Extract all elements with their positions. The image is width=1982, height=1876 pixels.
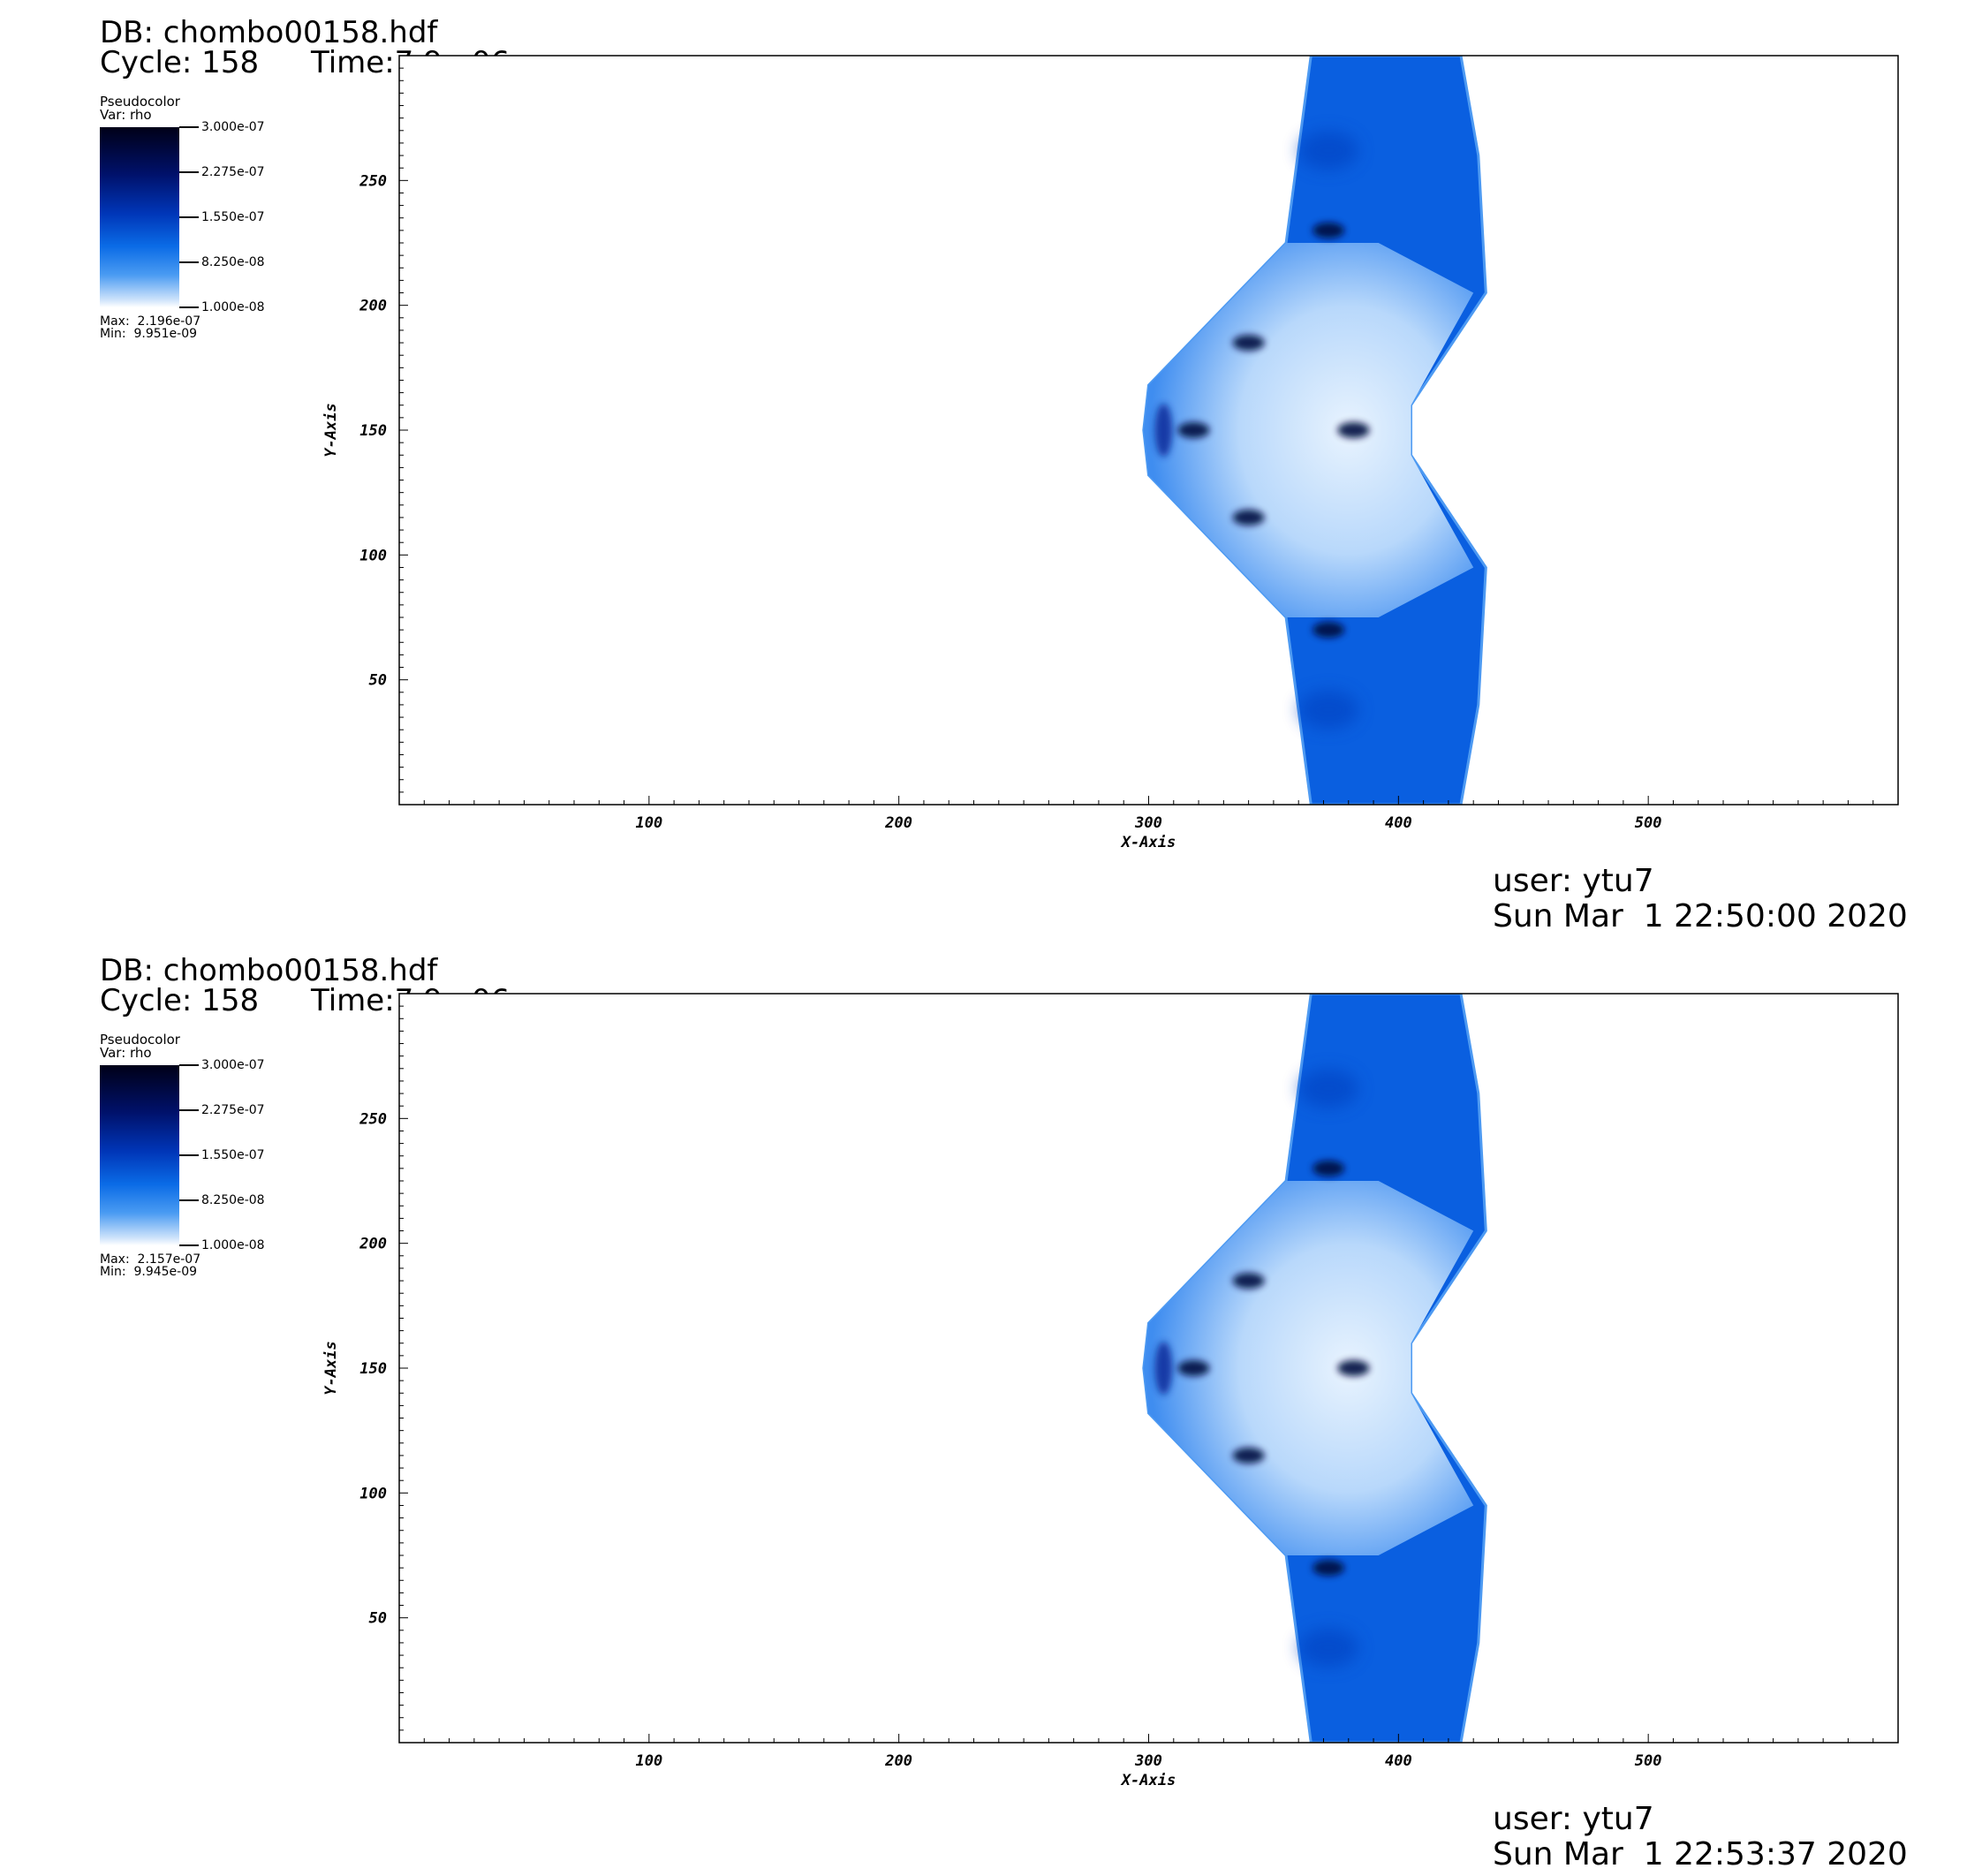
colorbar-tick [179, 171, 199, 173]
colorbar-tick [179, 126, 199, 128]
y-tick-label: 100 [359, 1485, 387, 1502]
colorbar-tick [179, 1199, 199, 1201]
vortex-core [1337, 1360, 1370, 1376]
colorbar-tick-label: 3.000e-07 [201, 1058, 265, 1072]
colorbar-tick [179, 261, 199, 263]
x-tick-label: 100 [635, 1752, 662, 1770]
density-structure [1298, 1069, 1359, 1108]
db-label: DB: chombo00158.hdf [100, 15, 438, 50]
legend-var-label: Var: rho [100, 107, 152, 123]
min-label: Min: 9.951e-09 [100, 327, 198, 341]
colorbar-tick-label: 3.000e-07 [201, 120, 265, 134]
vortex-core [1177, 422, 1210, 438]
x-axis-title: X-Axis [1120, 834, 1176, 851]
colorbar-tick-label: 2.275e-07 [201, 165, 265, 179]
expansion-bubble [1143, 1181, 1474, 1555]
max-label: Max: 2.196e-07 [100, 314, 201, 329]
max-label: Max: 2.157e-07 [100, 1252, 201, 1267]
legend-var-label: Var: rho [100, 1045, 152, 1061]
vortex-core [1313, 1560, 1345, 1577]
density-structure [1298, 131, 1359, 170]
density-plot: 100 200 300 400 500 50 100 150 200 250 X-Axis Y-Axi… [322, 55, 1899, 851]
date-label: Sun Mar 1 22:53:37 2020 [1493, 1836, 1908, 1872]
y-tick-label: 100 [359, 547, 387, 564]
colorbar-tick-label: 1.000e-08 [201, 300, 265, 314]
colorbar-tick-label: 1.550e-07 [201, 1148, 265, 1162]
vortex-core [1313, 622, 1345, 639]
colorbar [100, 1065, 179, 1245]
colorbar-tick-label: 8.250e-08 [201, 1193, 265, 1207]
y-tick-label: 50 [369, 1610, 387, 1628]
vortex-core [1232, 1273, 1265, 1290]
x-tick-label: 200 [884, 1752, 912, 1770]
user-label: user: ytu7 [1493, 863, 1654, 899]
x-axis-title: X-Axis [1120, 1772, 1176, 1789]
user-label: user: ytu7 [1493, 1801, 1654, 1837]
colorbar-tick [179, 306, 199, 308]
y-tick-label: 200 [359, 1236, 387, 1253]
y-tick-label: 150 [359, 1360, 387, 1378]
cycle-label: Cycle: 158 [100, 45, 260, 80]
vortex-core [1232, 335, 1265, 352]
shock-rim [1154, 404, 1173, 457]
vortex-core [1232, 509, 1265, 526]
y-tick-label: 200 [359, 298, 387, 315]
colorbar-tick-label: 1.550e-07 [201, 210, 265, 224]
min-label: Min: 9.945e-09 [100, 1265, 198, 1279]
y-tick-label: 250 [359, 172, 387, 190]
vortex-core [1177, 1360, 1210, 1376]
legend-plot-type: Pseudocolor [100, 94, 180, 110]
vortex-core [1313, 222, 1345, 238]
y-tick-label: 250 [359, 1110, 387, 1128]
x-tick-label: 400 [1385, 814, 1412, 832]
x-tick-label: 300 [1134, 1752, 1162, 1770]
x-tick-label: 400 [1385, 1752, 1412, 1770]
y-tick-label: 150 [359, 422, 387, 440]
vortex-core [1337, 422, 1370, 438]
plot-panel-1: DB: chombo00158.hdf Cycle: 158 Time:7.9e… [100, 15, 1908, 934]
density-structure [1298, 1628, 1359, 1668]
x-tick-label: 500 [1635, 814, 1662, 832]
colorbar-tick [179, 1244, 199, 1246]
y-axis-title: Y-Axis [322, 1341, 340, 1395]
date-label: Sun Mar 1 22:50:00 2020 [1493, 898, 1908, 934]
colorbar-tick [179, 1154, 199, 1156]
x-tick-label: 100 [635, 814, 662, 832]
shock-rim [1154, 1342, 1173, 1395]
plot-panel-2: DB: chombo00158.hdf Cycle: 158 Time:7.9e… [0, 938, 1982, 1876]
colorbar-tick-label: 1.000e-08 [201, 1238, 265, 1252]
density-structure [1298, 690, 1359, 730]
legend-plot-type: Pseudocolor [100, 1032, 180, 1048]
db-label: DB: chombo00158.hdf [100, 953, 438, 988]
cycle-label: Cycle: 158 [100, 983, 260, 1018]
colorbar [100, 127, 179, 307]
colorbar-tick-label: 2.275e-07 [201, 1103, 265, 1117]
y-axis-title: Y-Axis [322, 403, 340, 457]
density-plot: 100 200 300 400 500 50 100 150 200 250 X-Axis Y-Axi… [322, 993, 1899, 1789]
x-tick-label: 500 [1635, 1752, 1662, 1770]
y-tick-label: 50 [369, 672, 387, 690]
vortex-core [1313, 1160, 1345, 1176]
colorbar-tick [179, 1064, 199, 1066]
colorbar-tick [179, 1109, 199, 1111]
vortex-core [1232, 1447, 1265, 1464]
colorbar-tick-label: 8.250e-08 [201, 255, 265, 269]
x-tick-label: 300 [1134, 814, 1162, 832]
colorbar-tick [179, 216, 199, 218]
expansion-bubble [1143, 243, 1474, 617]
x-tick-label: 200 [884, 814, 912, 832]
